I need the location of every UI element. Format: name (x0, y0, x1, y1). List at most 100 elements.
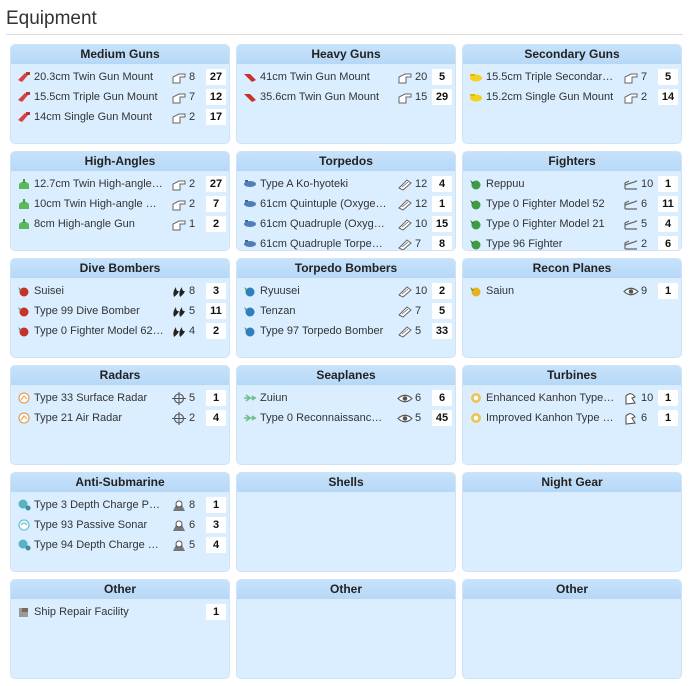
equipment-item[interactable]: Type 3 Depth Charge P… 8 1 (17, 495, 226, 515)
equipment-item[interactable]: Type 93 Passive Sonar 6 3 (17, 515, 226, 535)
equipment-item[interactable]: Type 0 Fighter Model 62… 4 2 (17, 321, 226, 341)
panel-fighters: Fighters Reppuu 10 1 Type 0 Fighter Model 52… (462, 151, 682, 251)
stat-value: 7 (189, 91, 196, 103)
equipment-item[interactable]: 41cm Twin Gun Mount 20 5 (243, 67, 452, 87)
stat-value: 10 (415, 285, 428, 297)
equipment-item[interactable]: 35.6cm Twin Gun Mount 15 29 (243, 87, 452, 107)
equipment-item[interactable]: Type 99 Dive Bomber 5 11 (17, 301, 226, 321)
equipment-item[interactable]: 61cm Quintuple (Oxyge… 12 1 (243, 194, 452, 214)
equipment-count: 15 (432, 216, 452, 232)
equipment-list: 15.5cm Triple Secondar… 7 5 15.2cm Single G… (463, 64, 681, 107)
title-divider (6, 34, 683, 35)
equipment-count: 27 (206, 176, 226, 192)
equipment-item[interactable]: Type A Ko-hyoteki 12 4 (243, 174, 452, 194)
antiair-icon (623, 218, 639, 231)
stat-value: 7 (415, 305, 422, 317)
equipment-count: 5 (432, 303, 452, 319)
panel-torpedos: Torpedos Type A Ko-hyoteki 12 4 61cm Quintup… (236, 151, 456, 251)
stat-value: 2 (641, 238, 648, 250)
equipment-item[interactable]: 12.7cm Twin High-angle… 2 27 (17, 174, 226, 194)
equipment-item[interactable]: Reppuu 10 1 (469, 174, 678, 194)
seaplane-icon (243, 412, 257, 424)
equipment-item[interactable]: Improved Kanhon Type … 6 1 (469, 408, 678, 428)
radar-icon (17, 392, 31, 404)
equipment-item[interactable]: Type 0 Fighter Model 52 6 11 (469, 194, 678, 214)
equipment-item[interactable]: 14cm Single Gun Mount 2 17 (17, 107, 226, 127)
equipment-name: Type 97 Torpedo Bomber (260, 325, 384, 337)
green-gun-icon (17, 198, 31, 210)
equipment-item[interactable]: Ship Repair Facility 1 (17, 602, 226, 622)
heavy-gun-icon (243, 71, 257, 83)
equipment-item[interactable]: Enhanced Kanhon Type… 10 1 (469, 388, 678, 408)
green-gun-icon (17, 178, 31, 190)
equipment-item[interactable]: Ryuusei 10 2 (243, 281, 452, 301)
equipment-item[interactable]: Type 33 Surface Radar 5 1 (17, 388, 226, 408)
equipment-item[interactable]: Type 21 Air Radar 2 4 (17, 408, 226, 428)
equipment-count: 4 (658, 216, 678, 232)
equipment-name: 15.5cm Triple Gun Mount (34, 91, 158, 103)
equipment-item[interactable]: Suisei 8 3 (17, 281, 226, 301)
equipment-name: 61cm Quadruple (Oxyg… (260, 218, 385, 230)
equipment-count: 5 (658, 69, 678, 85)
equipment-item[interactable]: Type 0 Reconnaissanc… 5 45 (243, 408, 452, 428)
equipment-name: Reppuu (486, 178, 525, 190)
evasion-icon (623, 412, 639, 425)
equipment-list: Type A Ko-hyoteki 12 4 61cm Quintuple (Oxyg… (237, 171, 455, 250)
equipment-item[interactable]: 8cm High-angle Gun 1 2 (17, 214, 226, 234)
stat-value: 8 (189, 285, 196, 297)
panel-medium-guns: Medium Guns 20.3cm Twin Gun Mount 8 27 15.5c… (10, 44, 230, 144)
equipment-item[interactable]: Type 96 Fighter 2 6 (469, 234, 678, 250)
panel-other: Other Ship Repair Facility 1 (10, 579, 230, 679)
equipment-count: 3 (206, 517, 226, 533)
equipment-item[interactable]: Type 97 Torpedo Bomber 5 33 (243, 321, 452, 341)
torpedo-stat-icon (397, 178, 413, 191)
firepower-icon (171, 111, 187, 124)
firepower-icon (397, 71, 413, 84)
equipment-item[interactable]: 15.2cm Single Gun Mount 2 14 (469, 87, 678, 107)
stat-value: 6 (189, 519, 196, 531)
panel-shells: Shells (236, 472, 456, 572)
equipment-name: Type 0 Reconnaissanc… (260, 412, 383, 424)
equipment-count: 5 (432, 69, 452, 85)
stat-value: 6 (641, 412, 648, 424)
torpedo-icon (243, 238, 257, 250)
equipment-count: 6 (432, 390, 452, 406)
equipment-item[interactable]: Type 94 Depth Charge … 5 4 (17, 535, 226, 555)
firepower-icon (171, 198, 187, 211)
equipment-count: 45 (432, 410, 452, 426)
equipment-name: Type 0 Fighter Model 52 (486, 198, 605, 210)
equipment-count: 4 (206, 410, 226, 426)
equipment-item[interactable]: Saiun 9 1 (469, 281, 678, 301)
equipment-item[interactable]: 10cm Twin High-angle … 2 7 (17, 194, 226, 214)
equipment-name: 12.7cm Twin High-angle… (34, 178, 163, 190)
dive-bomber-icon (17, 285, 31, 297)
turbine-icon (469, 412, 483, 424)
panel-title: Other (237, 580, 455, 599)
stat-value: 2 (189, 111, 196, 123)
equipment-item[interactable]: 15.5cm Triple Secondar… 7 5 (469, 67, 678, 87)
equipment-list: Zuiun 6 6 Type 0 Reconnaissanc… 5 45 (237, 385, 455, 428)
accuracy-icon (171, 391, 187, 405)
equipment-item[interactable]: Tenzan 7 5 (243, 301, 452, 321)
panel-title: Night Gear (463, 473, 681, 492)
equipment-item[interactable]: 61cm Quadruple (Oxyg… 10 15 (243, 214, 452, 234)
equipment-count: 1 (658, 410, 678, 426)
bombing-icon (171, 325, 187, 338)
equipment-count: 12 (206, 89, 226, 105)
equipment-grid: Medium Guns 20.3cm Twin Gun Mount 8 27 15.5c… (10, 44, 682, 679)
torpedo-bomber-icon (243, 325, 257, 337)
page-title: Equipment (6, 8, 97, 29)
stat-value: 8 (189, 71, 196, 83)
equipment-list: Saiun 9 1 (463, 278, 681, 301)
equipment-item[interactable]: Zuiun 6 6 (243, 388, 452, 408)
equipment-name: Type A Ko-hyoteki (260, 178, 349, 190)
antiair-icon (623, 178, 639, 191)
stat-value: 12 (415, 178, 428, 190)
equipment-item[interactable]: 15.5cm Triple Gun Mount 7 12 (17, 87, 226, 107)
equipment-item[interactable]: Type 0 Fighter Model 21 5 4 (469, 214, 678, 234)
equipment-item[interactable]: 61cm Quadruple Torpe… 7 8 (243, 234, 452, 250)
panel-radars: Radars Type 33 Surface Radar 5 1 Type 21 Air… (10, 365, 230, 465)
equipment-item[interactable]: 20.3cm Twin Gun Mount 8 27 (17, 67, 226, 87)
equipment-count: 11 (658, 196, 678, 212)
equipment-count: 8 (432, 236, 452, 250)
